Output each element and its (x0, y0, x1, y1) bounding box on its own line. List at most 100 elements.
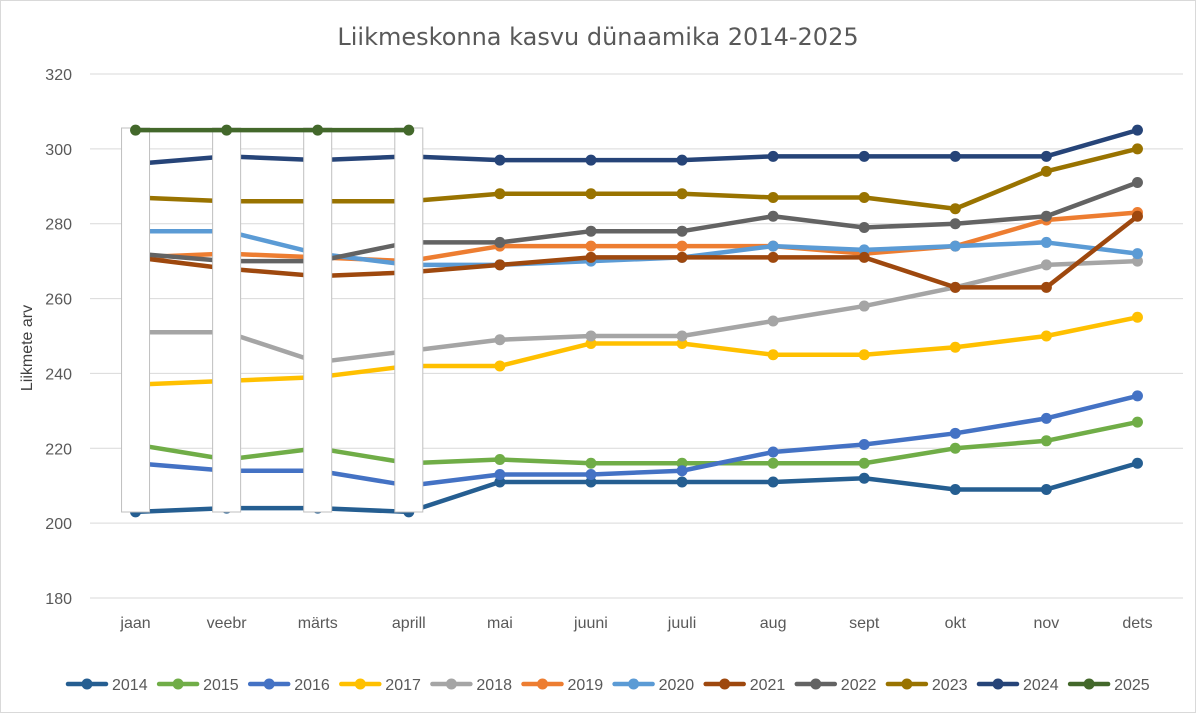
series-top-layer (130, 124, 415, 136)
y-tick-label: 180 (45, 591, 72, 608)
gridlines (90, 73, 1183, 599)
data-point (403, 124, 415, 136)
data-point (676, 465, 688, 477)
y-tick-label: 220 (45, 441, 72, 458)
data-point (676, 225, 688, 237)
overlay-box (121, 127, 151, 513)
legend-marker (172, 678, 184, 690)
legend-item: 2021 (703, 677, 785, 694)
data-point (676, 251, 688, 263)
x-tick-label: juuli (667, 615, 696, 632)
data-point (1131, 143, 1143, 155)
data-point (676, 188, 688, 200)
series-line (133, 258, 1140, 365)
series-line (133, 210, 1140, 264)
legend-label: 2020 (659, 677, 695, 694)
series-2016 (130, 390, 1143, 492)
data-point (858, 192, 870, 204)
legend-item: 2022 (794, 677, 877, 694)
legend-label: 2014 (112, 677, 148, 694)
legend-item: 2014 (65, 677, 148, 694)
data-point (767, 315, 779, 327)
data-point (494, 454, 506, 466)
legend-marker (628, 678, 640, 690)
y-axis-ticks: 180 200 220 240 260 280 300 320 (45, 67, 72, 608)
legend-marker (992, 678, 1004, 690)
series-2015 (130, 416, 1143, 469)
data-point (949, 442, 961, 454)
data-point (1131, 311, 1143, 323)
legend-label: 2022 (841, 677, 877, 694)
data-point (949, 427, 961, 439)
data-point (1040, 150, 1052, 162)
legend-label: 2019 (568, 677, 604, 694)
data-point (767, 210, 779, 222)
data-point (585, 330, 597, 342)
data-point (585, 188, 597, 200)
data-point (1131, 177, 1143, 189)
legend-label: 2023 (932, 677, 968, 694)
series-line (133, 393, 1140, 488)
data-point (1040, 412, 1052, 424)
data-point (1131, 457, 1143, 469)
data-point (767, 457, 779, 469)
data-point (767, 349, 779, 361)
y-tick-label: 200 (45, 516, 72, 533)
x-tick-label: nov (1033, 615, 1059, 632)
data-point (494, 360, 506, 372)
data-point (1040, 281, 1052, 293)
overlay-box (394, 127, 424, 513)
data-point (1040, 210, 1052, 222)
data-point (858, 457, 870, 469)
x-tick-label: aug (760, 615, 787, 632)
legend-label: 2025 (1114, 677, 1150, 694)
data-point (1040, 236, 1052, 248)
data-point (676, 476, 688, 488)
data-point (221, 124, 233, 136)
legend-item: 2017 (339, 677, 421, 694)
data-point (858, 221, 870, 233)
data-point (949, 203, 961, 215)
legend-item: 2019 (521, 677, 604, 694)
y-tick-label: 260 (45, 292, 72, 309)
data-point (949, 240, 961, 252)
series-line (133, 213, 1140, 290)
data-point (858, 472, 870, 484)
series-line (133, 419, 1140, 466)
legend-marker (719, 678, 731, 690)
data-point (585, 251, 597, 263)
data-point (949, 281, 961, 293)
y-axis-title: Liikmete arv (19, 305, 36, 391)
data-point (676, 154, 688, 166)
overlay-box (212, 127, 242, 513)
series-2023 (130, 143, 1143, 215)
series-2014 (130, 457, 1143, 518)
legend-marker (537, 678, 548, 690)
data-point (949, 150, 961, 162)
data-point (767, 446, 779, 458)
data-point (1131, 390, 1143, 402)
y-tick-label: 300 (45, 142, 72, 159)
legend-marker (810, 678, 822, 690)
series-line (133, 127, 1140, 167)
series-lines (130, 124, 1143, 518)
data-point (858, 300, 870, 312)
data-point (494, 468, 506, 480)
data-point (949, 218, 961, 230)
data-point (494, 188, 506, 200)
legend-label: 2017 (385, 677, 421, 694)
x-tick-label: dets (1122, 615, 1152, 632)
data-point (767, 192, 779, 204)
data-point (585, 457, 597, 469)
y-tick-label: 320 (45, 67, 72, 84)
legend-marker (901, 678, 913, 690)
data-point (1040, 435, 1052, 447)
data-point (1040, 259, 1052, 271)
x-axis-ticks: jaan veebr märts aprill mai juuni juuli aug sept… (119, 615, 1152, 632)
chart-title: Liikmeskonna kasvu dünaamika 2014-2025 (337, 23, 858, 51)
data-point (767, 150, 779, 162)
legend-item: 2015 (156, 677, 239, 694)
legend-marker (354, 678, 366, 690)
series-2025 (130, 124, 415, 136)
